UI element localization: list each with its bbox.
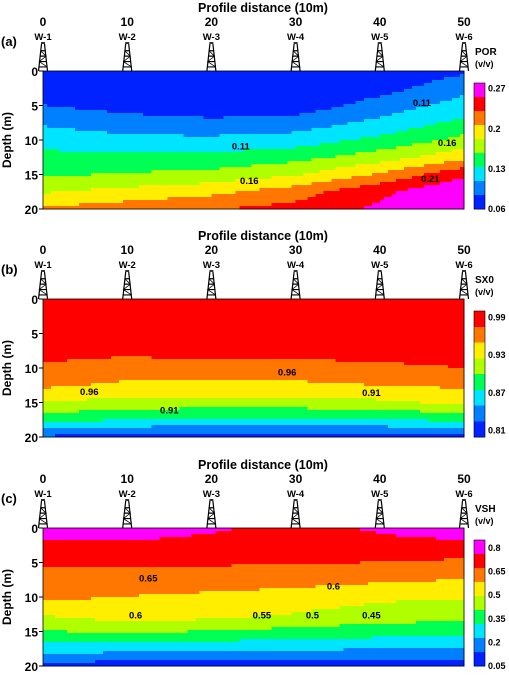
x-tick-label: 20 xyxy=(205,15,219,29)
well-label: W-5 xyxy=(371,32,389,43)
x-tick-label: 20 xyxy=(205,243,219,257)
x-tick-label: 10 xyxy=(121,243,135,257)
oil-derrick-icon xyxy=(39,43,48,71)
x-tick-label: 40 xyxy=(373,243,387,257)
colorbar-swatch xyxy=(474,195,485,210)
x-tick-label: 50 xyxy=(457,15,471,29)
well-label: W-4 xyxy=(287,32,305,43)
x-tick-label: 30 xyxy=(289,15,303,29)
panel-label: (b) xyxy=(1,262,18,277)
contour-label: 0.11 xyxy=(413,98,432,109)
panel-label: (a) xyxy=(1,34,17,49)
contour-label: 0.16 xyxy=(438,138,457,149)
x-tick-label: 10 xyxy=(121,15,135,29)
colorbar-tick-label: 0.27 xyxy=(488,84,506,94)
colorbar-label: POR xyxy=(475,47,497,58)
heatmap-field xyxy=(43,299,465,438)
y-tick-label: 0 xyxy=(31,65,38,79)
oil-derrick-icon xyxy=(123,43,132,71)
oil-derrick-icon xyxy=(460,43,469,71)
heatmap-field xyxy=(43,71,465,210)
chart-panel-b: Profile distance (10m) (b) 0 10 20 30 40 50 W-1 W… xyxy=(0,228,509,457)
x-tick-label: 50 xyxy=(457,243,471,257)
colorbar-swatch xyxy=(474,139,485,154)
well-label: W-2 xyxy=(119,32,136,43)
well-label: W-5 xyxy=(371,260,389,271)
well-label: W-1 xyxy=(34,32,52,43)
x-tick-label: 0 xyxy=(40,15,47,29)
x-tick-label: 40 xyxy=(373,15,387,29)
colorbar-tick-label: 0.06 xyxy=(488,204,506,214)
contour-label: 0.16 xyxy=(240,176,259,187)
colorbar-tick-label: 0.13 xyxy=(488,164,506,174)
x-tick-label: 30 xyxy=(289,243,303,257)
oil-derrick-icon xyxy=(375,43,384,71)
oil-derrick-icon xyxy=(375,271,384,299)
oil-derrick-icon xyxy=(207,271,216,299)
colorbar-swatch xyxy=(474,97,485,112)
well-label: W-1 xyxy=(34,260,52,271)
colorbar-swatch xyxy=(474,181,485,196)
colorbar-swatch xyxy=(474,153,485,168)
y-tick-label: 20 xyxy=(25,203,39,217)
well-label: W-4 xyxy=(287,260,305,271)
well-label: W-3 xyxy=(203,32,220,43)
y-axis-label: Depth (m) xyxy=(0,112,14,168)
well-label: W-2 xyxy=(119,260,136,271)
chart-title: Profile distance (10m) xyxy=(198,1,328,15)
colorbar-swatch xyxy=(474,125,485,140)
sx0-chart: Profile distance (10m) (b) 0 10 20 30 40 50 W-1 W… xyxy=(0,228,509,457)
well-label: W-6 xyxy=(455,32,472,43)
colorbar-swatch xyxy=(474,83,485,98)
x-tick-label: 0 xyxy=(40,243,47,257)
chart-title: Profile distance (10m) xyxy=(198,229,328,243)
oil-derrick-icon xyxy=(39,271,48,299)
colorbar-tick-label: 0.2 xyxy=(488,124,501,134)
colorbar-unit: (v/v) xyxy=(475,59,494,69)
oil-derrick-icon xyxy=(207,43,216,71)
y-tick-label: 5 xyxy=(31,100,38,114)
well-label: W-6 xyxy=(455,260,472,271)
y-tick-label: 10 xyxy=(25,134,39,148)
y-tick-label: 15 xyxy=(25,169,39,183)
colorbar-swatch xyxy=(474,167,485,182)
oil-derrick-icon xyxy=(123,271,132,299)
well-label: W-3 xyxy=(203,260,220,271)
colorbar xyxy=(474,83,485,210)
colorbar-swatch xyxy=(474,111,485,126)
contour-label: 0.11 xyxy=(232,142,251,153)
oil-derrick-icon xyxy=(291,43,300,71)
oil-derrick-icon xyxy=(291,271,300,299)
oil-derrick-icon xyxy=(460,271,469,299)
contour-label: 0.21 xyxy=(421,174,440,185)
